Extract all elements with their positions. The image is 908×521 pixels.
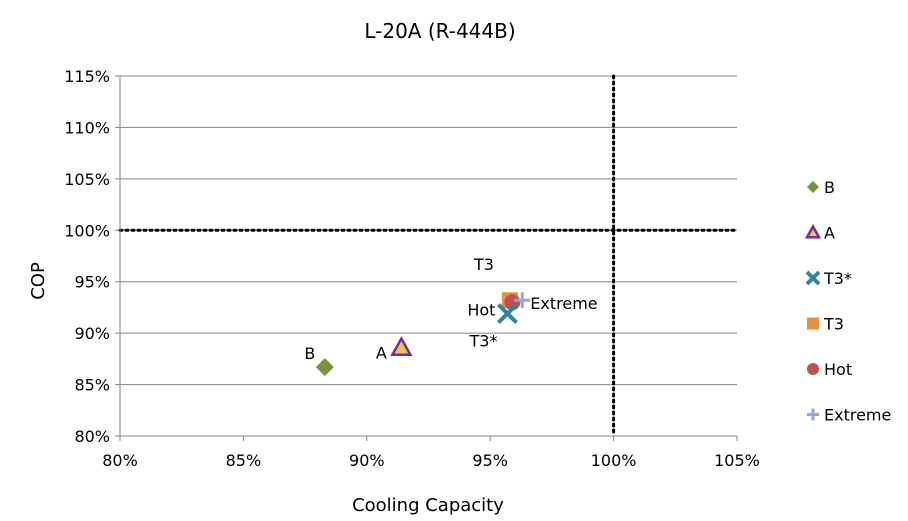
y-tick-label: 110% xyxy=(64,118,110,137)
chart-title: L-20A (R-444B) xyxy=(364,19,515,43)
point-label-hot: Hot xyxy=(467,300,495,319)
data-points xyxy=(315,292,531,377)
legend-item-t3: T3 xyxy=(807,315,844,334)
y-tick-label: 85% xyxy=(74,376,110,395)
legend: B A T3* T3 Hot Extreme xyxy=(804,178,891,425)
y-tick-label: 80% xyxy=(74,427,110,446)
y-tick-label: 100% xyxy=(64,221,110,240)
legend-marker-t3-star-stroke-b xyxy=(805,270,821,286)
y-axis-title: COP xyxy=(28,262,49,300)
x-tick-labels: 80% 85% 90% 95% 100% 105% xyxy=(102,451,760,470)
y-tick-labels: 80% 85% 90% 95% 100% 105% 110% 115% xyxy=(64,67,110,446)
legend-marker-extreme xyxy=(807,408,819,421)
legend-label: T3 xyxy=(823,315,844,334)
legend-marker-a xyxy=(804,223,822,239)
point-b xyxy=(315,358,334,377)
point-label-t3: T3 xyxy=(473,255,494,274)
point-label-extreme: Extreme xyxy=(530,294,597,313)
point-t3-star xyxy=(497,303,518,325)
point-label-t3-star: T3* xyxy=(468,332,497,351)
x-axis-title: Cooling Capacity xyxy=(352,495,504,516)
legend-marker-hot xyxy=(807,363,819,375)
x-tick-label: 80% xyxy=(102,451,138,470)
y-tick-label: 105% xyxy=(64,170,110,189)
legend-item-b: B xyxy=(807,178,835,197)
point-label-b: B xyxy=(304,344,315,363)
legend-label: B xyxy=(824,178,835,197)
point-a xyxy=(390,335,413,356)
x-tick-label: 105% xyxy=(714,451,760,470)
legend-marker-t3 xyxy=(807,317,819,330)
point-t3-star-stroke-b xyxy=(497,303,518,325)
legend-marker-t3-star xyxy=(805,270,821,286)
legend-item-t3-star: T3* xyxy=(805,269,852,288)
legend-marker-b xyxy=(807,181,819,193)
legend-label: T3* xyxy=(823,269,852,288)
legend-item-extreme: Extreme xyxy=(807,406,891,425)
legend-label: Hot xyxy=(824,360,852,379)
axes xyxy=(119,76,737,437)
x-tick-label: 85% xyxy=(226,451,262,470)
grid-lines xyxy=(115,75,738,441)
y-tick-label: 90% xyxy=(74,324,110,343)
legend-label: Extreme xyxy=(824,406,891,425)
x-tick-label: 95% xyxy=(472,451,508,470)
y-tick-label: 115% xyxy=(64,67,110,86)
legend-label: A xyxy=(824,224,835,243)
legend-item-a: A xyxy=(804,223,835,243)
point-label-a: A xyxy=(376,344,387,363)
x-tick-label: 100% xyxy=(591,451,637,470)
reference-lines xyxy=(118,74,739,438)
y-tick-label: 95% xyxy=(74,273,110,292)
legend-item-hot: Hot xyxy=(807,360,852,379)
point-extreme xyxy=(514,292,531,309)
point-labels: B A T3* T3 Hot Extreme xyxy=(304,255,597,363)
x-tick-label: 90% xyxy=(349,451,385,470)
